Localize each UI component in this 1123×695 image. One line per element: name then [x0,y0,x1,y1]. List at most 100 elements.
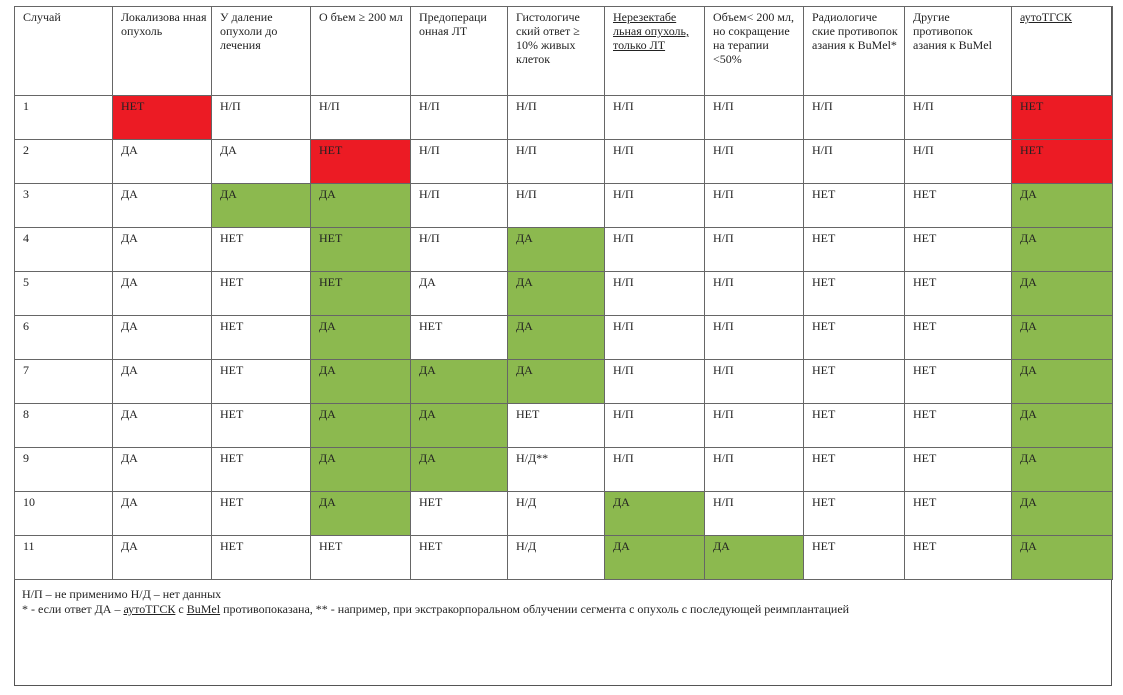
table-cell: НЕТ [803,447,905,492]
table-cell: Н/П [803,139,905,184]
table-cell: ДА [1011,447,1113,492]
table-cell: НЕТ [904,227,1012,272]
table-cell: НЕТ [410,491,508,536]
table-cell: Н/П [604,95,705,140]
table-cell: Н/П [904,95,1012,140]
column-header-2: Локализова нная опухоль [112,6,212,96]
footnote-link-autotgsk: аутоТГСК [123,602,176,616]
table-cell: ДА [310,359,411,404]
column-header-9: Радиологиче ские противопок азания к BuM… [803,6,905,96]
table-cell: НЕТ [211,315,311,360]
table-cell: Н/П [803,95,905,140]
column-header-10: Другие противопок азания к BuMel [904,6,1012,96]
table-cell: ДА [211,139,311,184]
table-cell: НЕТ [904,359,1012,404]
footnote-line: * - если ответ ДА – аутоТГСК с BuMel про… [22,602,849,617]
table-cell: НЕТ [211,491,311,536]
table-cell: Н/П [704,271,804,316]
table-cell: НЕТ [211,535,311,580]
table-cell: Н/П [704,95,804,140]
table-cell: ДА [310,491,411,536]
table-cell: НЕТ [904,491,1012,536]
table-cell: НЕТ [803,403,905,448]
table-cell: Н/П [410,139,508,184]
case-number-cell: 3 [14,183,113,228]
table-cell: Н/П [604,447,705,492]
table-cell: НЕТ [803,359,905,404]
table-cell: ДА [112,491,212,536]
table-cell: НЕТ [310,271,411,316]
table-cell: ДА [507,315,605,360]
case-number-cell: 4 [14,227,113,272]
table-cell: ДА [704,535,804,580]
case-number-cell: 8 [14,403,113,448]
table-row: 10 ДА НЕТ ДА НЕТ Н/Д ДА Н/П НЕТ НЕТ ДА [14,491,1113,536]
cases-table: Случай Локализова нная опухоль У даление о… [14,6,1113,580]
table-cell: ДА [507,227,605,272]
legend-line: Н/П – не применимо Н/Д – нет данных [22,587,222,601]
table-cell: Н/П [410,183,508,228]
table-cell: ДА [410,271,508,316]
table-cell: ДА [1011,227,1113,272]
table-cell: Н/Д** [507,447,605,492]
table-cell: НЕТ [211,271,311,316]
table-cell: ДА [1011,535,1113,580]
table-row: 3 ДА ДА ДА Н/П Н/П Н/П Н/П НЕТ НЕТ ДА [14,183,1113,228]
case-number-cell: 11 [14,535,113,580]
table-cell: Н/П [211,95,311,140]
table-cell: НЕТ [211,447,311,492]
table-cell: ДА [112,227,212,272]
table-cell: НЕТ [904,403,1012,448]
column-header-7: Нерезектабе льная опухоль, только ЛТ [604,6,705,96]
table-cell: Н/П [507,139,605,184]
document-sheet: Случай Локализова нная опухоль У даление о… [14,6,1113,686]
table-cell: ДА [310,183,411,228]
table-cell: НЕТ [211,403,311,448]
table-cell: Н/П [410,95,508,140]
table-cell: НЕТ [410,535,508,580]
table-cell: ДА [112,139,212,184]
table-cell: ДА [410,359,508,404]
column-header-1: Случай [14,6,113,96]
case-number-cell: 10 [14,491,113,536]
table-cell: НЕТ [1011,139,1113,184]
table-cell: ДА [112,535,212,580]
table-cell: ДА [112,315,212,360]
table-cell: НЕТ [904,447,1012,492]
table-cell: Н/П [604,183,705,228]
table-cell: Н/П [410,227,508,272]
case-number-cell: 6 [14,315,113,360]
table-cell: ДА [1011,183,1113,228]
table-cell: ДА [112,403,212,448]
table-row: 4 ДА НЕТ НЕТ Н/П ДА Н/П Н/П НЕТ НЕТ ДА [14,227,1113,272]
table-cell: ДА [112,271,212,316]
table-cell: ДА [604,535,705,580]
table-cell: НЕТ [904,183,1012,228]
table-cell: НЕТ [803,535,905,580]
table-cell: Н/П [604,227,705,272]
table-cell: Н/П [604,139,705,184]
table-cell: ДА [507,271,605,316]
column-header-4: О бъем ≥ 200 мл [310,6,411,96]
table-cell: ДА [310,447,411,492]
table-cell: НЕТ [803,183,905,228]
footnote-text-c: противопоказана, ** - например, при экст… [220,602,850,616]
table-row: 7 ДА НЕТ ДА ДА ДА Н/П Н/П НЕТ НЕТ ДА [14,359,1113,404]
table-cell: Н/П [310,95,411,140]
column-header-5: Предопераци онная ЛТ [410,6,508,96]
table-cell: ДА [1011,491,1113,536]
column-header-6: Гистологиче ский ответ ≥ 10% живых клето… [507,6,605,96]
table-row: 6 ДА НЕТ ДА НЕТ ДА Н/П Н/П НЕТ НЕТ ДА [14,315,1113,360]
table-cell: ДА [211,183,311,228]
table-notes: Н/П – не применимо Н/Д – нет данных * - … [22,587,849,617]
header-row: Случай Локализова нная опухоль У даление о… [14,6,1113,96]
table-cell: Н/П [704,447,804,492]
table-cell: ДА [310,403,411,448]
table-row: 5 ДА НЕТ НЕТ ДА ДА Н/П Н/П НЕТ НЕТ ДА [14,271,1113,316]
table-cell: Н/П [604,359,705,404]
table-cell: ДА [1011,315,1113,360]
table-cell: ДА [112,359,212,404]
table-row: 2 ДА ДА НЕТ Н/П Н/П Н/П Н/П Н/П Н/П НЕТ [14,139,1113,184]
table-cell: ДА [410,447,508,492]
table-cell: НЕТ [803,227,905,272]
